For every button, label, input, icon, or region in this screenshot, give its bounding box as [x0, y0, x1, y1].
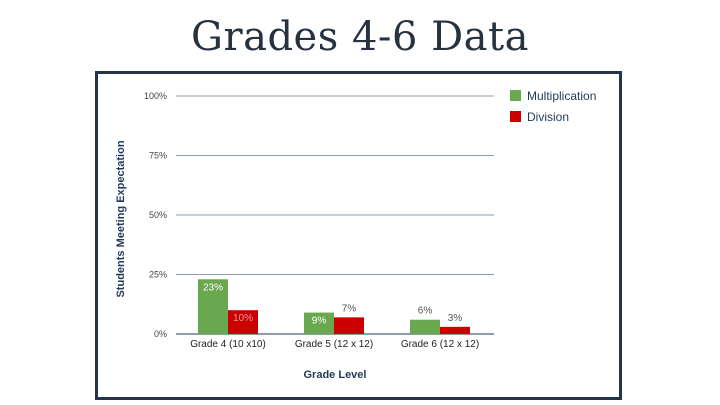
x-category-label: Grade 6 (12 x 12) — [401, 339, 479, 350]
bar-division — [228, 310, 258, 334]
data-label: 23% — [203, 282, 223, 293]
bar-division — [334, 317, 364, 334]
bars — [198, 279, 470, 334]
y-tick-label: 75% — [149, 151, 167, 161]
data-label: 6% — [418, 306, 433, 317]
x-axis-title: Grade Level — [304, 369, 367, 381]
bar-multiplication — [304, 312, 334, 334]
bar-division — [440, 326, 470, 334]
y-tick-label: 25% — [149, 270, 167, 280]
bar-chart: 0% 25% 50% 75% 100% 23% 10% 9% 7% 6% 3% Grade 4 (… — [115, 89, 596, 381]
legend: Multiplication Division — [510, 89, 596, 124]
y-tick-label: 50% — [149, 210, 167, 220]
bar-multiplication — [198, 279, 228, 334]
legend-swatch-division — [510, 111, 521, 122]
x-category-label: Grade 4 (10 x10) — [190, 339, 266, 350]
legend-label-multiplication: Multiplication — [527, 89, 596, 103]
y-axis-title: Students Meeting Expectation — [115, 140, 127, 297]
x-category-label: Grade 5 (12 x 12) — [295, 339, 373, 350]
bar-multiplication — [410, 319, 440, 334]
slide-title: Grades 4-6 Data — [191, 14, 529, 60]
chart-frame: 0% 25% 50% 75% 100% 23% 10% 9% 7% 6% 3% Grade 4 (… — [95, 71, 622, 400]
y-tick-labels: 0% 25% 50% 75% 100% — [144, 91, 167, 339]
y-tick-label: 0% — [154, 329, 167, 339]
data-label: 9% — [312, 316, 327, 327]
data-labels: 23% 10% 9% 7% 6% 3% — [203, 282, 462, 326]
data-label: 10% — [233, 313, 253, 324]
legend-label-division: Division — [527, 110, 569, 124]
y-tick-label: 100% — [144, 91, 167, 101]
data-label: 7% — [342, 303, 357, 314]
category-labels: Grade 4 (10 x10) Grade 5 (12 x 12) Grade 6… — [190, 339, 479, 350]
legend-swatch-multiplication — [510, 90, 521, 101]
data-label: 3% — [448, 313, 463, 324]
